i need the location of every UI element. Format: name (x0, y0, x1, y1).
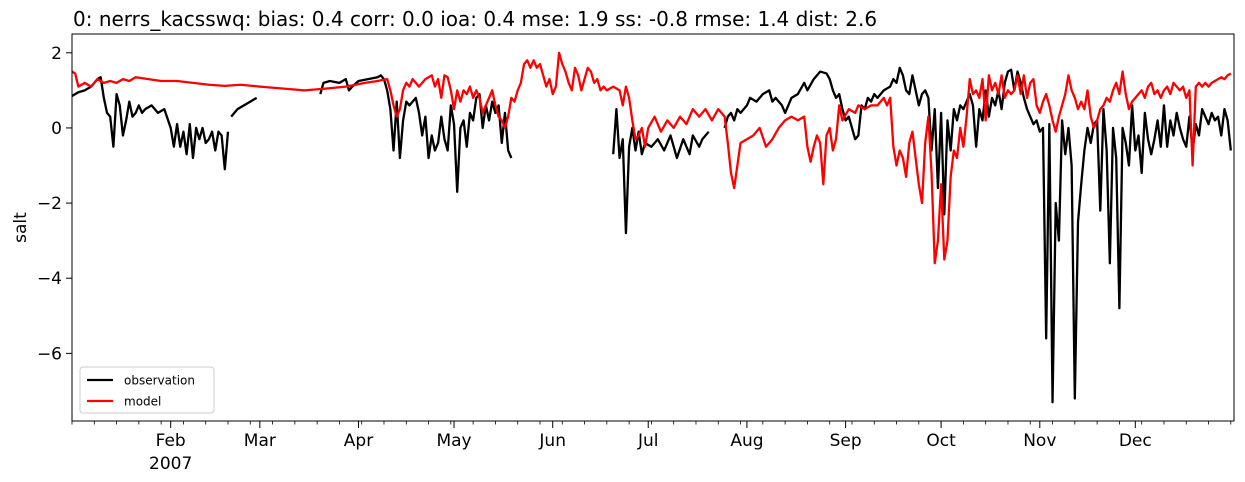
x-tick-label: Jun (538, 431, 566, 451)
legend-label-model: model (124, 395, 161, 409)
series-observation-segment-0 (71, 76, 230, 171)
chart-title: 0: nerrs_kacsswq: bias: 0.4 corr: 0.0 io… (73, 7, 877, 31)
x-tick-label: Dec (1119, 431, 1152, 451)
x-tick-label: Aug (730, 431, 763, 451)
y-tick-label: −4 (37, 269, 62, 289)
x-tick-label: May (436, 431, 471, 451)
x-tick-label: Nov (1023, 431, 1056, 451)
x-tick-label: Jul (637, 431, 659, 451)
x-tick-label: Sep (830, 431, 862, 451)
series-layer (71, 51, 1232, 404)
axes-layer: 2 0 −2 −4 −6 Feb Mar Apr May Jun Jul Aug Sep Oct Nov De… (37, 33, 1235, 451)
x-year-label: 2007 (149, 454, 192, 474)
legend-box (79, 366, 215, 414)
x-tick-label: Feb (156, 431, 186, 451)
series-observation-segment-3 (612, 108, 710, 235)
y-axis-label: salt (11, 212, 31, 243)
plot-frame (71, 33, 1235, 422)
x-tick-label: Mar (244, 431, 276, 451)
series-model-segment-0 (71, 51, 1232, 265)
y-tick-label: 0 (51, 119, 62, 139)
series-observation-segment-2 (319, 74, 513, 193)
y-tick-label: −2 (37, 194, 62, 214)
legend-label-observation: observation (124, 374, 195, 388)
x-tick-label: Apr (344, 431, 373, 451)
x-tick-label: Oct (926, 431, 956, 451)
series-observation-segment-4 (723, 66, 1232, 404)
y-tick-label: −6 (37, 344, 62, 364)
y-tick-label: 2 (51, 44, 62, 64)
legend: observation model (79, 366, 215, 414)
series-observation-segment-1 (230, 96, 258, 118)
